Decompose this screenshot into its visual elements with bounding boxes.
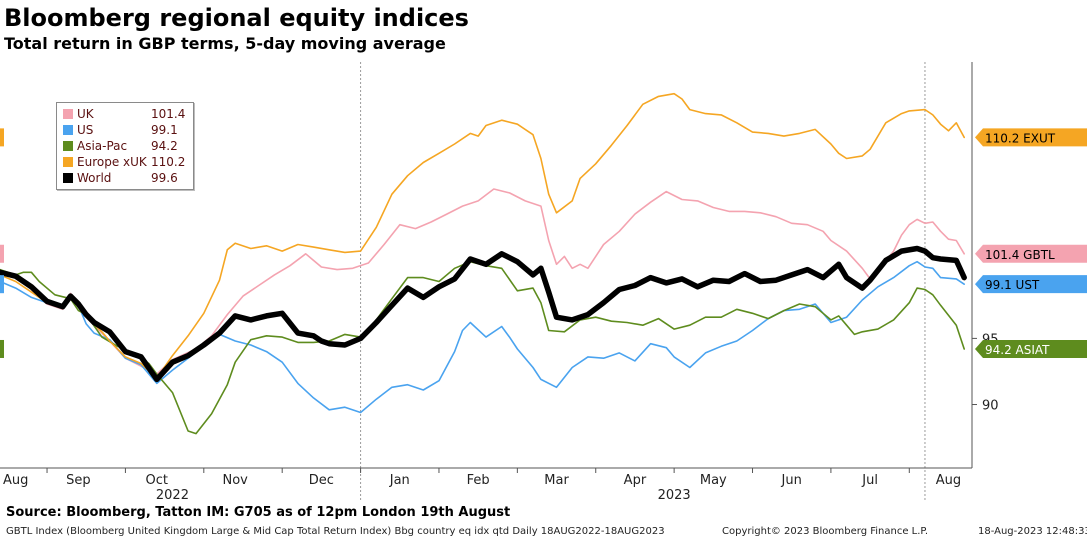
y-tick-label-90: 90 (982, 399, 999, 414)
year-label-2023: 2023 (658, 488, 691, 503)
legend-item: Europe xUK 110.2 (63, 154, 189, 170)
chart-subtitle: Total return in GBP terms, 5-day moving … (4, 34, 446, 53)
value-tags: 110.2 EXUT 101.4 GBTL 99.1 UST 94.2 ASIAT (0, 128, 1087, 358)
x-tick-label-5: Jan (389, 473, 410, 488)
left-edge-marker-2 (0, 275, 4, 294)
legend-swatch (63, 125, 73, 135)
legend-label: UK (77, 107, 94, 121)
timestamp: 18-Aug-2023 12:48:33 (978, 526, 1087, 537)
x-tick-label-12: Aug (936, 473, 961, 488)
value-tag-0 (975, 128, 1087, 147)
x-tick-label-3: Nov (222, 473, 248, 488)
legend-label: US (77, 123, 94, 137)
legend-label: Europe xUK (77, 155, 147, 169)
source-note: Source: Bloomberg, Tatton IM: G705 as of… (6, 505, 511, 520)
x-tick-label-7: Mar (544, 473, 569, 488)
series-line-asia-pac (0, 260, 965, 435)
value-tag-2 (975, 275, 1087, 294)
left-edge-marker-1 (0, 244, 4, 263)
value-tag-label-3: 94.2 ASIAT (985, 343, 1050, 357)
copyright-note: Copyright© 2023 Bloomberg Finance L.P. (722, 526, 929, 537)
value-tag-label-0: 110.2 EXUT (985, 131, 1056, 145)
x-tick-label-1: Sep (66, 473, 91, 488)
x-tick-label-2: Oct (146, 473, 168, 488)
value-tag-label-2: 99.1 UST (985, 278, 1040, 292)
value-tag-3 (975, 339, 1087, 358)
legend-swatch (63, 141, 73, 151)
series-line-us (0, 260, 965, 414)
legend-item: US 99.1 (63, 122, 189, 138)
value-tag-1 (975, 244, 1087, 263)
legend-label: Asia-Pac (77, 139, 128, 153)
series-line-world (0, 245, 967, 383)
legend-value: 101.4 (151, 107, 186, 121)
legend-label: World (77, 171, 112, 185)
legend-swatch (63, 157, 73, 167)
legend-item: Asia-Pac 94.2 (63, 138, 189, 154)
x-tick-label-10: Jun (781, 473, 802, 488)
left-edge-marker-0 (0, 128, 4, 147)
legend-item: UK 101.4 (63, 106, 189, 122)
chart-title: Bloomberg regional equity indices (4, 4, 469, 32)
left-edge-marker-3 (0, 339, 4, 358)
series-lines (0, 92, 967, 435)
x-tick-label-4: Dec (309, 473, 334, 488)
x-tick-label-8: Apr (624, 473, 647, 488)
legend-value: 94.2 (151, 139, 178, 153)
legend-item: World 99.6 (63, 170, 189, 186)
x-tick-label-6: Feb (467, 473, 490, 488)
legend: UK 101.4 US 99.1 Asia-Pac 94.2 Europe xUK 110.2… (56, 102, 194, 190)
legend-swatch (63, 109, 73, 119)
value-tag-label-1: 101.4 GBTL (985, 248, 1055, 262)
year-label-2022: 2022 (156, 488, 189, 503)
x-tick-label-0: Aug (3, 473, 28, 488)
index-note: GBTL Index (Bloomberg United Kingdom Lar… (6, 526, 665, 537)
legend-value: 110.2 (151, 155, 186, 169)
x-tick-label-9: May (700, 473, 727, 488)
series-line-uk (0, 188, 965, 375)
x-tick-label-11: Jul (861, 473, 878, 488)
vertical-dividers (360, 62, 926, 500)
legend-swatch (63, 173, 73, 183)
legend-value: 99.6 (151, 171, 178, 185)
legend-value: 99.1 (151, 123, 178, 137)
